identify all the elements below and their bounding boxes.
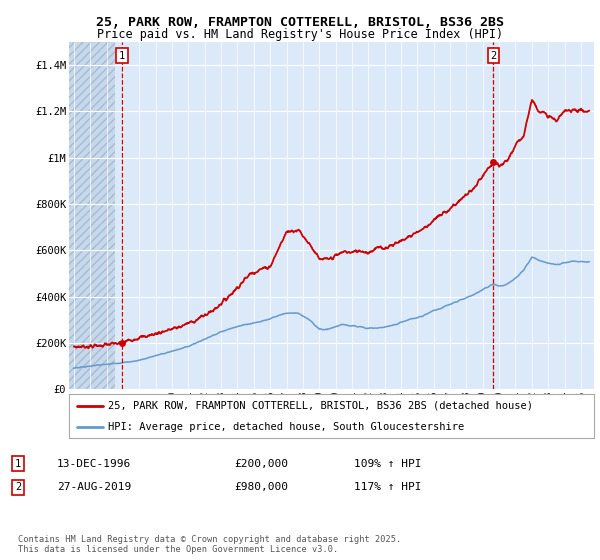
Text: 25, PARK ROW, FRAMPTON COTTERELL, BRISTOL, BS36 2BS (detached house): 25, PARK ROW, FRAMPTON COTTERELL, BRISTO…	[109, 400, 533, 410]
Text: HPI: Average price, detached house, South Gloucestershire: HPI: Average price, detached house, Sout…	[109, 422, 464, 432]
Text: 1: 1	[119, 50, 125, 60]
Text: 25, PARK ROW, FRAMPTON COTTERELL, BRISTOL, BS36 2BS: 25, PARK ROW, FRAMPTON COTTERELL, BRISTO…	[96, 16, 504, 29]
Text: £980,000: £980,000	[234, 482, 288, 492]
Text: 117% ↑ HPI: 117% ↑ HPI	[354, 482, 421, 492]
Text: 13-DEC-1996: 13-DEC-1996	[57, 459, 131, 469]
Text: 2: 2	[490, 50, 497, 60]
Text: 109% ↑ HPI: 109% ↑ HPI	[354, 459, 421, 469]
Text: 1: 1	[15, 459, 21, 469]
Bar	[69, 42, 115, 389]
Text: Contains HM Land Registry data © Crown copyright and database right 2025.
This d: Contains HM Land Registry data © Crown c…	[18, 535, 401, 554]
Text: 27-AUG-2019: 27-AUG-2019	[57, 482, 131, 492]
Text: 2: 2	[15, 482, 21, 492]
Text: Price paid vs. HM Land Registry's House Price Index (HPI): Price paid vs. HM Land Registry's House …	[97, 28, 503, 41]
Text: £200,000: £200,000	[234, 459, 288, 469]
